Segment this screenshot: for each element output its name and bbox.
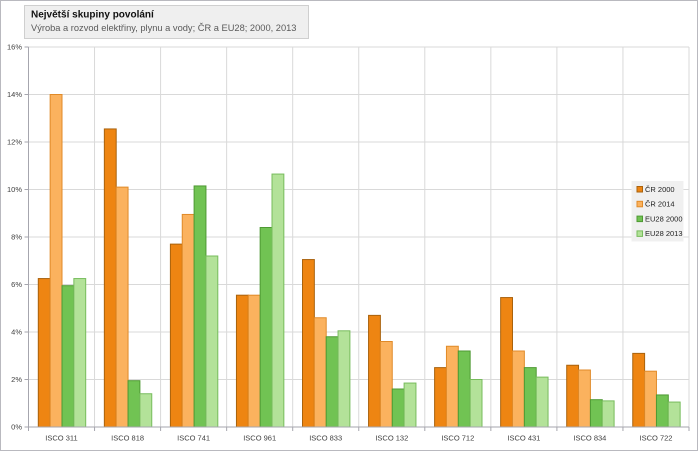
svg-text:ISCO 818: ISCO 818: [111, 434, 144, 443]
svg-text:ISCO 833: ISCO 833: [309, 434, 342, 443]
svg-text:ISCO 741: ISCO 741: [177, 434, 210, 443]
svg-text:10%: 10%: [7, 185, 22, 194]
svg-text:Výroba a rozvod elektřiny, ply: Výroba a rozvod elektřiny, plynu a vody;…: [31, 23, 296, 33]
svg-text:ISCO 431: ISCO 431: [507, 434, 540, 443]
svg-text:ISCO 961: ISCO 961: [243, 434, 276, 443]
svg-text:ISCO 834: ISCO 834: [573, 434, 606, 443]
svg-text:2%: 2%: [11, 375, 22, 384]
svg-text:EU28 2013: EU28 2013: [645, 229, 683, 238]
svg-text:ISCO 722: ISCO 722: [640, 434, 673, 443]
svg-text:12%: 12%: [7, 138, 22, 147]
svg-text:14%: 14%: [7, 90, 22, 99]
svg-text:ČR 2000: ČR 2000: [645, 185, 675, 194]
svg-text:8%: 8%: [11, 233, 22, 242]
svg-text:0%: 0%: [11, 423, 22, 432]
svg-text:4%: 4%: [11, 328, 22, 337]
svg-text:EU28 2000: EU28 2000: [645, 214, 683, 223]
svg-text:ISCO 712: ISCO 712: [441, 434, 474, 443]
svg-text:Největší skupiny povolání: Největší skupiny povolání: [31, 10, 155, 21]
svg-text:6%: 6%: [11, 280, 22, 289]
svg-text:ISCO 132: ISCO 132: [375, 434, 408, 443]
svg-text:ČR 2014: ČR 2014: [645, 200, 675, 209]
svg-text:16%: 16%: [7, 43, 22, 52]
svg-text:ISCO 311: ISCO 311: [45, 434, 77, 443]
